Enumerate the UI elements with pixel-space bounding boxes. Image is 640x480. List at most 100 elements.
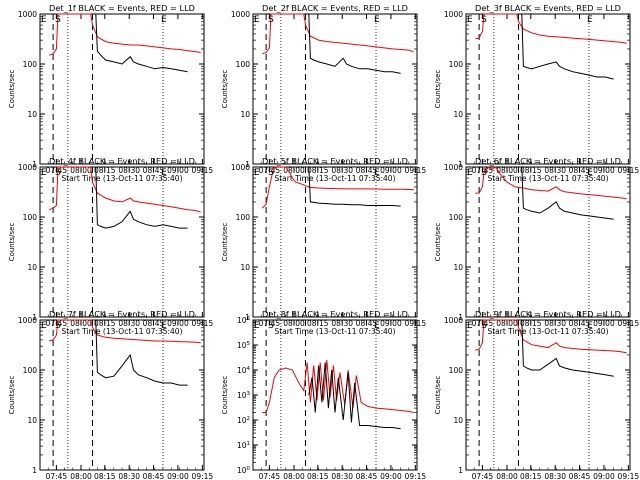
y-tick-label: 100 [449,60,464,69]
x-tick-label: 07:45 [46,472,68,480]
y-axis-label: Counts/sec [434,223,442,262]
marker-label-e-start: E [41,168,47,178]
y-tick-label: 106 [237,316,251,325]
series-lld-line [475,13,627,44]
marker-label-e-start: E [467,168,473,178]
marker-label-e-start: E [41,321,47,331]
y-tick-label: 1000 [18,10,37,19]
y-tick-label: 10 [27,416,37,425]
y-tick-label: 1 [32,160,37,169]
marker-label-e-start: E [467,15,473,25]
x-tick-label: 08:30 [331,472,353,480]
y-tick-label: 1000 [18,316,37,325]
plot-frame [465,319,631,471]
y-tick-label: 10 [27,263,37,272]
y-axis-label: Counts/sec [434,70,442,109]
x-tick-label: 09:00 [167,472,189,480]
y-tick-label: 102 [237,416,250,425]
x-tick-label: 08:00 [283,472,305,480]
x-tick-label: 09:00 [380,472,402,480]
y-tick-label: 10 [453,110,463,119]
series-events-line [95,319,188,386]
x-tick-label: 09:15 [618,472,640,480]
y-axis-label: Counts/sec [8,223,16,262]
marker-label-e-end: E [161,15,167,25]
y-tick-label: 100 [449,366,464,375]
plot-frame [39,13,205,165]
marker-label-e-end: E [587,15,593,25]
y-tick-label: 100 [23,213,38,222]
x-tick-label: 09:15 [405,472,427,480]
marker-label-e-start: E [41,15,47,25]
panel-title: Det_8f BLACK = Events, RED = LLD [262,309,408,319]
y-tick-label: 10 [240,263,250,272]
series-events-line [521,166,614,220]
marker-label-e-end: E [161,321,167,331]
marker-label-e-end: E [587,168,593,178]
series-lld-line [475,166,627,200]
y-tick-label: 1000 [444,316,463,325]
marker-label-e-start: E [254,321,260,331]
marker-label-s: S [55,321,61,331]
marker-label-e-end: E [374,321,380,331]
marker-label-e-start: E [467,321,473,331]
x-tick-label: 08:15 [307,472,329,480]
marker-label-s: S [268,15,274,25]
x-tick-label: 08:00 [70,472,92,480]
x-axis-label: Start Time (13-Oct-11 07:35:40) [274,174,395,183]
series-events-line [521,319,614,377]
y-tick-label: 1000 [231,10,250,19]
y-tick-label: 10 [453,416,463,425]
marker-label-s: S [55,15,61,25]
x-axis-label: Start Time (13-Oct-11 07:35:40) [61,327,182,336]
y-axis-label: Counts/sec [221,70,229,109]
y-tick-label: 1000 [18,163,37,172]
series-lld-line [475,319,627,354]
marker-label-e-end: E [374,15,380,25]
marker-label-s: S [481,321,487,331]
x-tick-label: 08:15 [520,472,542,480]
panel-det-8f: Det_8f BLACK = Events, RED = LLD Counts/s… [221,309,426,480]
panel-det-7f: Det_7f BLACK = Events, RED = LLD Counts/s… [8,309,213,480]
y-tick-label: 1 [245,313,250,322]
marker-label-e-end: E [374,168,380,178]
series-events-line [95,13,188,73]
plot-frame [252,319,418,471]
y-axis-label: Counts/sec [8,70,16,109]
series-events-line [95,166,188,229]
y-tick-label: 105 [237,341,251,350]
x-tick-label: 09:15 [192,472,214,480]
marker-label-s: S [481,15,487,25]
plot-frame [39,166,205,318]
y-axis-label: Counts/sec [221,376,229,415]
series-lld-line [262,13,414,55]
series-events-line [521,13,614,80]
x-tick-label: 08:15 [94,472,116,480]
marker-label-e-end: E [587,321,593,331]
y-tick-label: 100 [236,213,251,222]
y-tick-label: 1000 [231,163,250,172]
x-axis-label: Start Time (13-Oct-11 07:35:40) [274,327,395,336]
y-tick-label: 100 [23,366,38,375]
x-tick-label: 07:45 [472,472,494,480]
panel-title: Det_7f BLACK = Events, RED = LLD [49,309,195,319]
y-tick-label: 1 [245,160,250,169]
marker-label-s: S [481,168,487,178]
marker-label-s: S [268,168,274,178]
panel-title: Det_6f BLACK = Events, RED = LLD [475,156,621,166]
panel-title: Det_2f BLACK = Events, RED = LLD [262,3,408,13]
y-tick-label: 1 [458,313,463,322]
y-tick-label: 103 [237,391,251,400]
y-tick-label: 1 [458,160,463,169]
panel-title: Det_9f BLACK = Events, RED = LLD [475,309,621,319]
y-tick-label: 1000 [444,163,463,172]
x-axis-label: Start Time (13-Oct-11 07:35:40) [487,174,608,183]
y-tick-label: 100 [236,60,251,69]
y-axis-label: Counts/sec [434,376,442,415]
panel-title: Det_5f BLACK = Events, RED = LLD [262,156,408,166]
y-tick-label: 1 [32,466,37,475]
plot-frame [39,319,205,471]
marker-label-e-start: E [254,15,260,25]
